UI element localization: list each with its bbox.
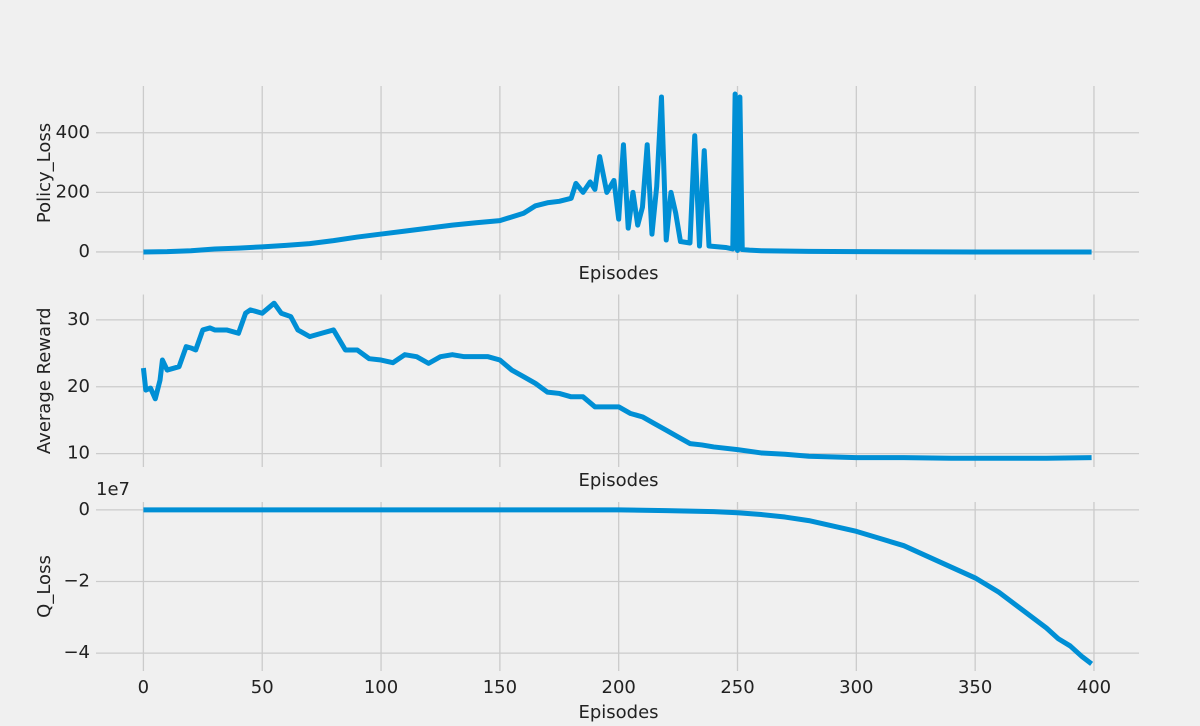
y-tick-label: 200 [56, 181, 90, 202]
y-axis-label: Average Reward [34, 307, 55, 454]
x-axis-label: Episodes [578, 702, 658, 723]
x-tick-label: 150 [483, 677, 517, 698]
x-tick-label: 400 [1077, 677, 1111, 698]
y-axis-label: Policy_Loss [34, 123, 55, 223]
data-line [140, 300, 1092, 461]
y-tick-label: 0 [79, 499, 90, 520]
x-axis-label: Episodes [578, 263, 658, 284]
y-tick-label: 30 [67, 309, 90, 330]
x-tick-label: 300 [839, 677, 873, 698]
x-tick-label: 350 [958, 677, 992, 698]
y-tick-label: −2 [63, 570, 90, 591]
x-tick-label: 0 [138, 677, 149, 698]
data-line [143, 507, 1094, 666]
y-tick-label: −4 [63, 642, 90, 663]
data-line [143, 91, 1092, 255]
x-tick-label: 50 [251, 677, 274, 698]
x-tick-label: 200 [602, 677, 636, 698]
offset-label: 1e7 [96, 479, 130, 500]
x-tick-label: 100 [364, 677, 398, 698]
x-tick-label: 250 [720, 677, 754, 698]
x-axis-label: Episodes [578, 470, 658, 491]
y-tick-label: 10 [67, 443, 90, 464]
y-axis-label: Q_Loss [34, 555, 55, 618]
y-tick-label: 20 [67, 376, 90, 397]
y-tick-label: 400 [56, 122, 90, 143]
y-tick-label: 0 [79, 241, 90, 262]
